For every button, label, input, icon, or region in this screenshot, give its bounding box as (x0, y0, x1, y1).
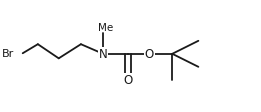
Text: N: N (99, 48, 108, 61)
Text: Me: Me (98, 23, 113, 32)
Text: O: O (145, 48, 154, 61)
Text: Br: Br (2, 49, 14, 59)
Text: O: O (123, 74, 133, 87)
